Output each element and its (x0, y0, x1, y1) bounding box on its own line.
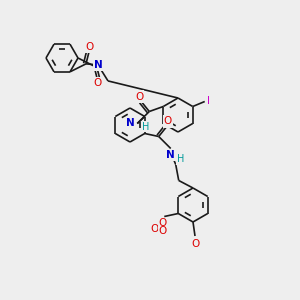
Text: O: O (191, 239, 199, 249)
Text: N: N (166, 151, 175, 160)
Text: H: H (142, 122, 150, 131)
Text: O: O (135, 92, 143, 101)
Text: N: N (94, 60, 102, 70)
Text: O: O (93, 78, 101, 88)
Text: I: I (207, 97, 210, 106)
Text: O: O (158, 226, 166, 236)
Text: H: H (177, 154, 184, 164)
Text: O: O (85, 42, 93, 52)
Text: O: O (164, 116, 172, 127)
Text: O: O (150, 224, 158, 235)
Text: O: O (158, 218, 166, 229)
Text: N: N (125, 118, 134, 128)
